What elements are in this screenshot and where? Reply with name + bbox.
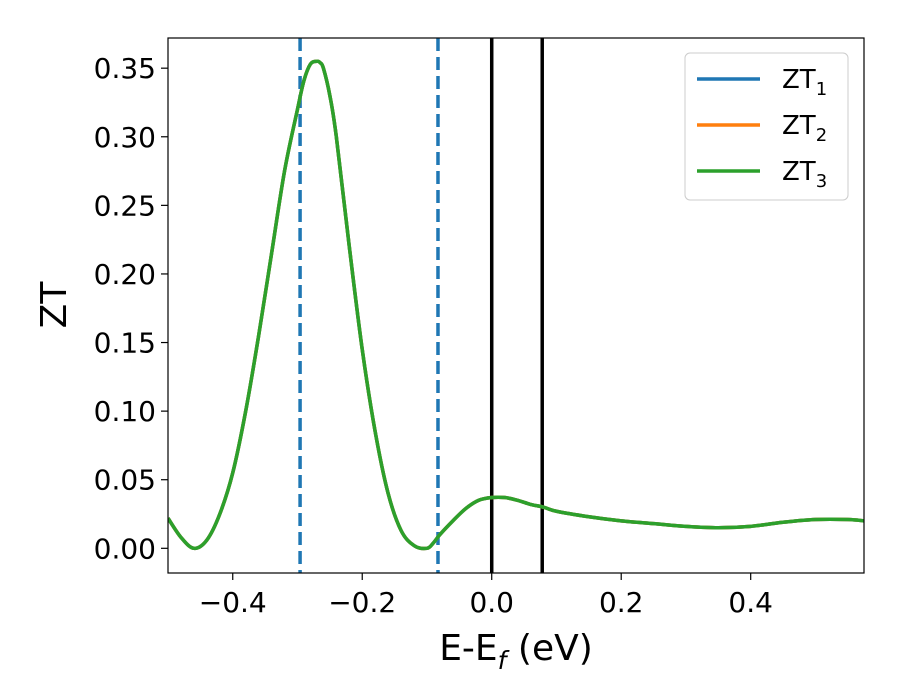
legend-label-3: ZT3 (782, 157, 827, 192)
y-tick-label: 0.20 (94, 258, 156, 291)
y-tick-label: 0.35 (94, 52, 156, 85)
series-lines (168, 59, 864, 551)
legend-items: ZT1 ZT2 ZT3 (697, 65, 827, 192)
plot-frame (167, 37, 865, 574)
x-axis-ticks: −0.4 −0.2 0.0 0.2 0.4 (199, 573, 773, 619)
legend-label-1: ZT1 (782, 65, 827, 100)
x-axis-title: E-Ef (eV) (439, 628, 593, 675)
x-tick-label: −0.4 (199, 586, 267, 619)
y-tick-label: 0.00 (94, 532, 156, 565)
y-axis-title: ZT (34, 281, 75, 329)
x-tick-label: −0.2 (328, 586, 396, 619)
y-tick-label: 0.15 (94, 327, 156, 360)
legend-label-2: ZT2 (782, 111, 827, 146)
x-tick-label: 0.0 (469, 586, 514, 619)
y-axis-ticks: 0.00 0.05 0.10 0.15 0.20 0.25 0.30 0.35 (94, 52, 168, 565)
y-tick-label: 0.10 (94, 395, 156, 428)
y-tick-label: 0.25 (94, 189, 156, 222)
series-line-3 (168, 59, 864, 551)
reference-lines (298, 38, 544, 573)
legend-box (684, 52, 849, 201)
x-axis-title-unit: (eV) (506, 628, 592, 669)
legend: ZT1 ZT2 ZT3 (684, 52, 849, 201)
x-tick-label: 0.4 (728, 586, 773, 619)
y-tick-label: 0.05 (94, 464, 156, 497)
y-tick-label: 0.30 (94, 121, 156, 154)
x-tick-label: 0.2 (599, 586, 644, 619)
